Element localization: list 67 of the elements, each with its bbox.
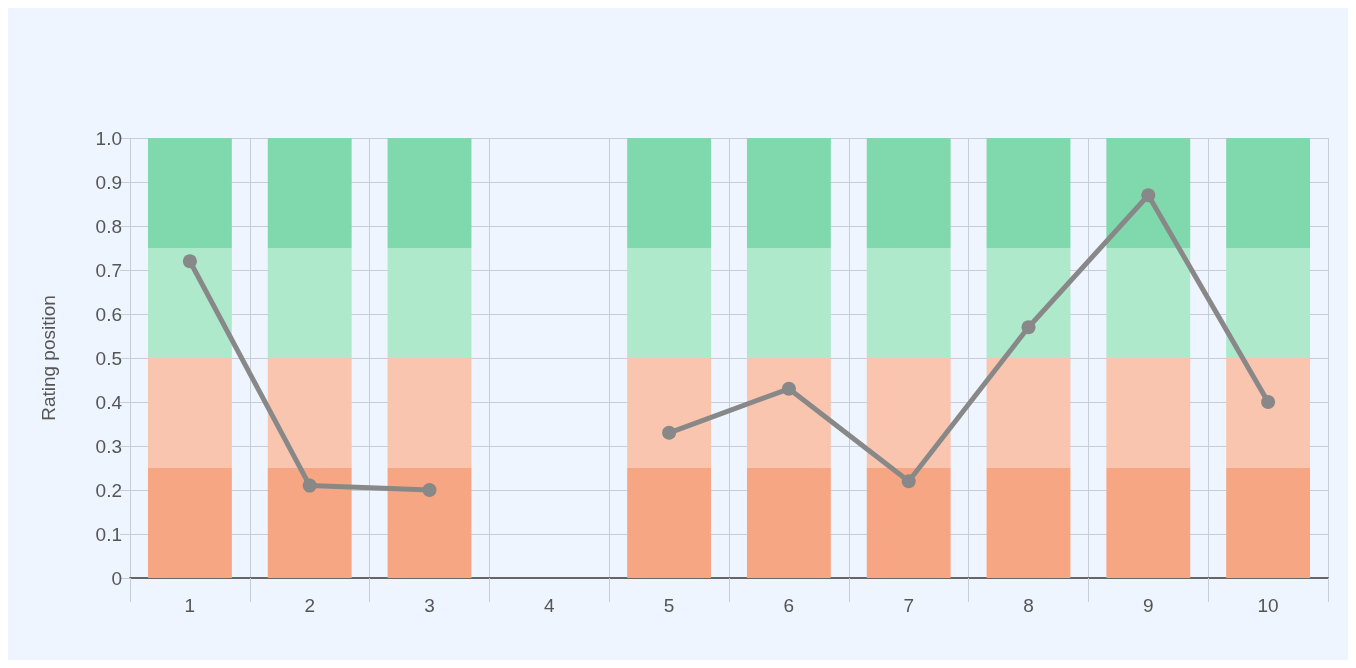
bar: [387, 358, 472, 468]
x-tick-label: 1: [184, 595, 196, 616]
bar: [1226, 248, 1311, 358]
x-tick-label: 9: [1143, 595, 1154, 616]
bar: [387, 468, 472, 578]
x-tick-label: 8: [1023, 595, 1034, 616]
y-tick-label: 0.3: [95, 435, 122, 457]
bar: [1106, 358, 1191, 468]
bar: [866, 358, 951, 468]
bar: [866, 138, 951, 248]
bar: [1106, 248, 1191, 358]
bar: [627, 138, 712, 248]
bar: [986, 138, 1071, 248]
point: [901, 474, 916, 489]
point: [662, 425, 677, 440]
y-tick-label: 0.7: [95, 259, 122, 281]
bar: [267, 138, 352, 248]
x-tick-label: 2: [304, 595, 315, 616]
bar: [147, 358, 232, 468]
y-tick-label: 0.9: [95, 171, 122, 193]
bar: [1106, 468, 1191, 578]
point: [422, 483, 437, 497]
y-tick-label: 0.8: [95, 215, 122, 237]
y-tick-label: 0.6: [95, 303, 122, 325]
bar: [866, 248, 951, 358]
x-tick-label: 3: [424, 595, 435, 616]
bar: [267, 358, 352, 468]
x-tick-label: 7: [903, 595, 914, 616]
bar: [267, 468, 352, 578]
bar: [986, 358, 1071, 468]
bar: [746, 468, 831, 578]
x-tick-label: 5: [663, 595, 675, 616]
bar: [746, 138, 831, 248]
bar: [986, 468, 1071, 578]
bar: [387, 138, 472, 248]
y-axis-title: Rating position: [38, 295, 59, 421]
x-tick-label: 4: [544, 595, 556, 616]
y-tick-label: 0.5: [95, 347, 122, 369]
point: [182, 254, 197, 269]
bar: [147, 138, 232, 248]
bar: [866, 468, 951, 578]
point: [781, 381, 796, 396]
bar: [746, 248, 831, 358]
point: [302, 478, 317, 493]
y-tick-label: 0.1: [95, 523, 122, 545]
y-tick-label: 0.2: [95, 479, 122, 501]
point: [1141, 188, 1156, 203]
point: [1021, 320, 1036, 335]
bar: [267, 248, 352, 358]
point: [1261, 395, 1276, 409]
bar: [1226, 138, 1311, 248]
bar: [147, 248, 232, 358]
y-tick-label: 0.4: [95, 391, 123, 413]
x-tick-label: 10: [1257, 595, 1279, 616]
y-tick-label: 0: [111, 567, 122, 589]
bar: [627, 358, 712, 468]
bar: [746, 358, 831, 468]
bar: [1226, 358, 1311, 468]
bar: [387, 248, 472, 358]
x-tick-label: 6: [783, 595, 795, 616]
y-tick-label: 1.0: [95, 127, 122, 149]
bar: [627, 468, 712, 578]
bar: [1106, 138, 1191, 248]
bar: [986, 248, 1071, 358]
bar: [1226, 468, 1311, 578]
bar: [147, 468, 232, 578]
bar: [627, 248, 712, 358]
